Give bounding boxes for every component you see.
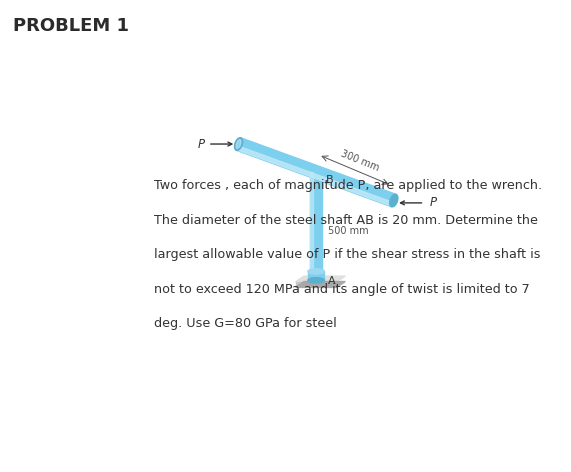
Polygon shape [296, 276, 345, 282]
Polygon shape [236, 138, 396, 207]
Ellipse shape [308, 269, 324, 274]
Text: 300 mm: 300 mm [339, 149, 380, 173]
Text: Two forces , each of magnitude P, are applied to the wrench.: Two forces , each of magnitude P, are ap… [154, 179, 542, 193]
Polygon shape [310, 172, 322, 271]
Polygon shape [310, 172, 313, 271]
Text: A: A [328, 276, 336, 286]
Text: The diameter of the steel shaft AB is 20 mm. Determine the: The diameter of the steel shaft AB is 20… [154, 214, 538, 227]
Polygon shape [296, 281, 345, 287]
Ellipse shape [235, 138, 243, 151]
Ellipse shape [308, 278, 324, 283]
Text: B: B [326, 175, 333, 185]
Ellipse shape [389, 194, 398, 207]
Ellipse shape [236, 140, 241, 148]
Text: P: P [429, 196, 436, 210]
Text: 500 mm: 500 mm [328, 226, 368, 236]
Text: PROBLEM 1: PROBLEM 1 [13, 17, 128, 34]
Polygon shape [296, 282, 337, 287]
Polygon shape [236, 146, 393, 206]
Text: not to exceed 120 MPa and its angle of twist is limited to 7: not to exceed 120 MPa and its angle of t… [154, 283, 530, 296]
Text: P: P [198, 137, 204, 151]
Text: largest allowable value of P if the shear stress in the shaft is: largest allowable value of P if the shea… [154, 248, 541, 261]
Text: deg. Use G=80 GPa for steel: deg. Use G=80 GPa for steel [154, 317, 337, 330]
Bar [308, 271, 324, 280]
